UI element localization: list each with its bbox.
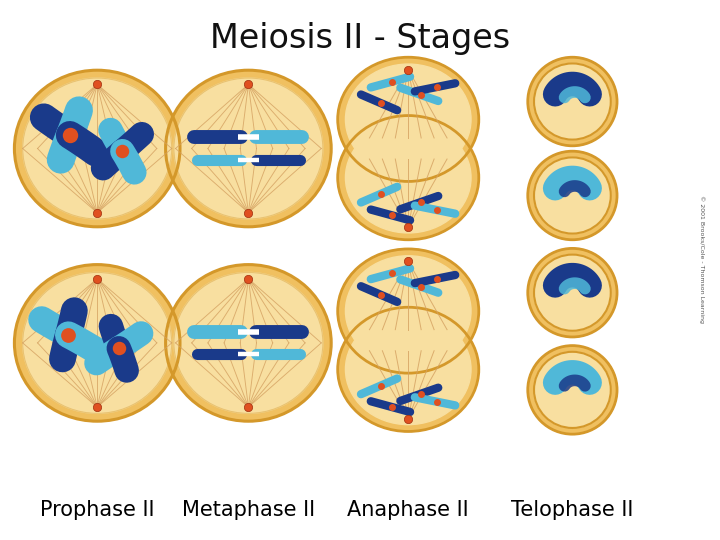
Ellipse shape bbox=[346, 256, 471, 366]
Text: Telophase II: Telophase II bbox=[511, 500, 634, 521]
Ellipse shape bbox=[346, 314, 471, 424]
Text: © 2001 Brooks/Cole - Thomson Learning: © 2001 Brooks/Cole - Thomson Learning bbox=[699, 195, 705, 323]
Ellipse shape bbox=[528, 57, 617, 146]
Ellipse shape bbox=[346, 123, 471, 233]
Ellipse shape bbox=[22, 78, 172, 219]
Ellipse shape bbox=[534, 157, 611, 234]
Ellipse shape bbox=[534, 63, 611, 140]
Ellipse shape bbox=[166, 70, 331, 227]
Ellipse shape bbox=[528, 151, 617, 240]
Ellipse shape bbox=[338, 57, 479, 181]
Text: Metaphase II: Metaphase II bbox=[182, 500, 315, 521]
Ellipse shape bbox=[174, 78, 323, 219]
Ellipse shape bbox=[166, 265, 331, 421]
Ellipse shape bbox=[174, 272, 323, 414]
Ellipse shape bbox=[338, 116, 479, 240]
Ellipse shape bbox=[22, 272, 172, 414]
Ellipse shape bbox=[338, 249, 479, 373]
Text: Anaphase II: Anaphase II bbox=[348, 500, 469, 521]
Text: Prophase II: Prophase II bbox=[40, 500, 155, 521]
Ellipse shape bbox=[528, 248, 617, 337]
Ellipse shape bbox=[346, 64, 471, 174]
Text: Meiosis II - Stages: Meiosis II - Stages bbox=[210, 22, 510, 55]
Ellipse shape bbox=[14, 265, 180, 421]
Ellipse shape bbox=[528, 346, 617, 434]
Ellipse shape bbox=[534, 352, 611, 428]
Ellipse shape bbox=[534, 254, 611, 331]
Ellipse shape bbox=[338, 307, 479, 431]
Ellipse shape bbox=[14, 70, 180, 227]
